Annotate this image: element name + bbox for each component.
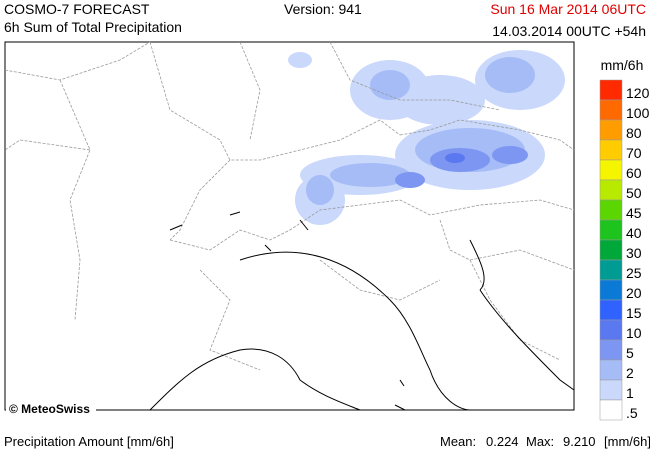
legend-label: 10 <box>626 325 642 341</box>
mean-label: Mean: <box>440 434 476 449</box>
legend-label: 60 <box>626 165 642 181</box>
legend-swatch <box>599 339 623 361</box>
legend-swatch <box>599 99 623 121</box>
subtitle: 6h Sum of Total Precipitation <box>4 19 182 35</box>
legend-label: 70 <box>626 145 642 161</box>
legend-label: 2 <box>626 365 634 381</box>
footer-label: Precipitation Amount [mm/6h] <box>4 434 174 449</box>
legend-label: 20 <box>626 285 642 301</box>
legend-swatch <box>599 199 623 221</box>
run-time: 14.03.2014 00UTC +54h <box>492 23 646 39</box>
title: COSMO-7 FORECAST <box>4 1 150 17</box>
legend-swatch <box>599 359 623 381</box>
copyright: © MeteoSwiss <box>9 402 90 416</box>
legend-swatch <box>599 159 623 181</box>
map: © MeteoSwiss <box>4 41 575 420</box>
legend-label: 5 <box>626 345 634 361</box>
legend-label: 25 <box>626 265 642 281</box>
legend-label: 120 <box>626 85 650 101</box>
legend-label: 30 <box>626 245 642 261</box>
legend-label: 15 <box>626 305 642 321</box>
precipitation <box>288 50 565 225</box>
legend-swatch <box>599 219 623 241</box>
copyright-box <box>6 402 96 420</box>
legend-swatch <box>599 179 623 201</box>
legend-swatch <box>599 299 623 321</box>
mean-value: 0.224 <box>486 434 519 449</box>
legend-swatch <box>599 259 623 281</box>
legend-label: 80 <box>626 125 642 141</box>
legend-swatch <box>599 79 623 101</box>
unit: [mm/6h] <box>604 434 650 449</box>
legend-swatch <box>599 119 623 141</box>
legend-label: 40 <box>626 225 642 241</box>
legend-label: 100 <box>626 105 650 121</box>
legend-swatch <box>599 379 623 401</box>
max-label: Max: <box>526 434 554 449</box>
borders <box>4 41 575 371</box>
legend-swatch <box>599 139 623 161</box>
version: Version: 941 <box>284 1 362 17</box>
legend-swatch <box>599 239 623 261</box>
max-value: 9.210 <box>563 434 596 449</box>
legend-unit: mm/6h <box>601 57 644 73</box>
coastlines <box>149 211 575 411</box>
legend-label: 1 <box>626 385 634 401</box>
legend: 120 100 80 70 60 50 45 40 30 25 20 15 10 5 2 1 .5 <box>599 79 650 421</box>
valid-time: Sun 16 Mar 2014 06UTC <box>490 1 646 17</box>
legend-label: 45 <box>626 205 642 221</box>
legend-swatch <box>599 319 623 341</box>
legend-label: 50 <box>626 185 642 201</box>
legend-label: .5 <box>626 405 638 421</box>
legend-swatch <box>599 399 623 421</box>
legend-swatch <box>599 279 623 301</box>
